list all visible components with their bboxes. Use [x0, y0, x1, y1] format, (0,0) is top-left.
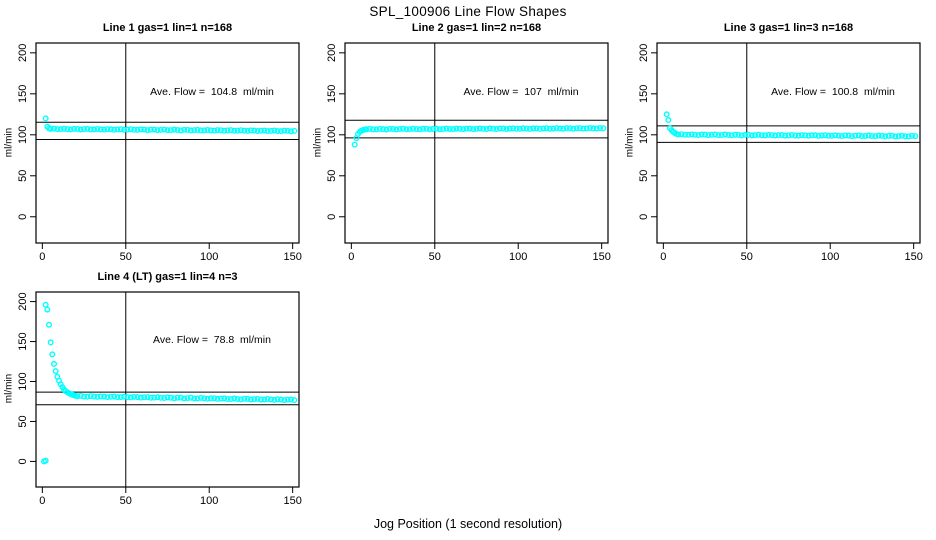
- panel-line1-ylabel: ml/min: [3, 127, 15, 158]
- svg-text:0: 0: [326, 214, 338, 220]
- panel-line4-title: Line 4 (LT) gas=1 lin=4 n=3: [97, 271, 238, 283]
- panel-line1-plot: 0 50 100 150 200 0 50 100 150: [17, 42, 302, 263]
- svg-text:100: 100: [200, 495, 218, 507]
- panel-line4-ave-flow: Ave. Flow = 78.8 ml/min: [153, 334, 271, 346]
- svg-text:150: 150: [904, 251, 922, 263]
- panel-line3-ave-flow: Ave. Flow = 100.8 ml/min: [771, 86, 895, 98]
- svg-text:0: 0: [17, 214, 29, 220]
- svg-text:200: 200: [17, 44, 29, 62]
- svg-text:150: 150: [17, 85, 29, 103]
- panel-line4-plot: 0 50 100 150 200 0 50 100 150: [17, 291, 302, 507]
- svg-text:50: 50: [638, 170, 650, 182]
- svg-text:100: 100: [200, 251, 218, 263]
- svg-text:0: 0: [660, 251, 666, 263]
- svg-text:50: 50: [120, 495, 132, 507]
- svg-text:150: 150: [326, 85, 338, 103]
- svg-text:100: 100: [509, 251, 527, 263]
- panel-line3-plot: 0 50 100 150 200 0 50 100 150: [638, 42, 923, 263]
- svg-text:0: 0: [39, 495, 45, 507]
- svg-text:0: 0: [638, 214, 650, 220]
- svg-text:100: 100: [17, 372, 29, 390]
- svg-text:150: 150: [17, 332, 29, 350]
- svg-text:50: 50: [741, 251, 753, 263]
- figure-xlabel: Jog Position (1 second resolution): [373, 517, 563, 531]
- svg-text:100: 100: [821, 251, 839, 263]
- svg-text:100: 100: [326, 126, 338, 144]
- panel-line2-ylabel: ml/min: [312, 127, 324, 158]
- panel-line3-ylabel: ml/min: [624, 127, 636, 158]
- svg-text:150: 150: [283, 251, 301, 263]
- svg-text:100: 100: [17, 126, 29, 144]
- svg-text:150: 150: [592, 251, 610, 263]
- svg-text:150: 150: [283, 495, 301, 507]
- panel-line1-title: Line 1 gas=1 lin=1 n=168: [102, 22, 233, 34]
- svg-text:200: 200: [17, 292, 29, 310]
- panel-line2-title: Line 2 gas=1 lin=2 n=168: [411, 22, 542, 34]
- svg-text:50: 50: [17, 170, 29, 182]
- panel-line2-plot: 0 50 100 150 200 0 50 100 150: [326, 42, 611, 263]
- svg-text:100: 100: [638, 126, 650, 144]
- svg-text:0: 0: [348, 251, 354, 263]
- svg-text:200: 200: [638, 44, 650, 62]
- figure-title: SPL_100906 Line Flow Shapes: [369, 4, 567, 19]
- svg-text:0: 0: [17, 458, 29, 464]
- panel-line1-ave-flow: Ave. Flow = 104.8 ml/min: [150, 86, 274, 98]
- svg-text:50: 50: [120, 251, 132, 263]
- panel-line2-ave-flow: Ave. Flow = 107 ml/min: [463, 86, 579, 98]
- svg-text:200: 200: [326, 44, 338, 62]
- svg-text:0: 0: [39, 251, 45, 263]
- svg-text:50: 50: [17, 415, 29, 427]
- svg-text:50: 50: [429, 251, 441, 263]
- svg-text:150: 150: [638, 85, 650, 103]
- panel-line4-ylabel: ml/min: [3, 373, 15, 404]
- panel-line3-title: Line 3 gas=1 lin=3 n=168: [723, 22, 854, 34]
- svg-text:50: 50: [326, 170, 338, 182]
